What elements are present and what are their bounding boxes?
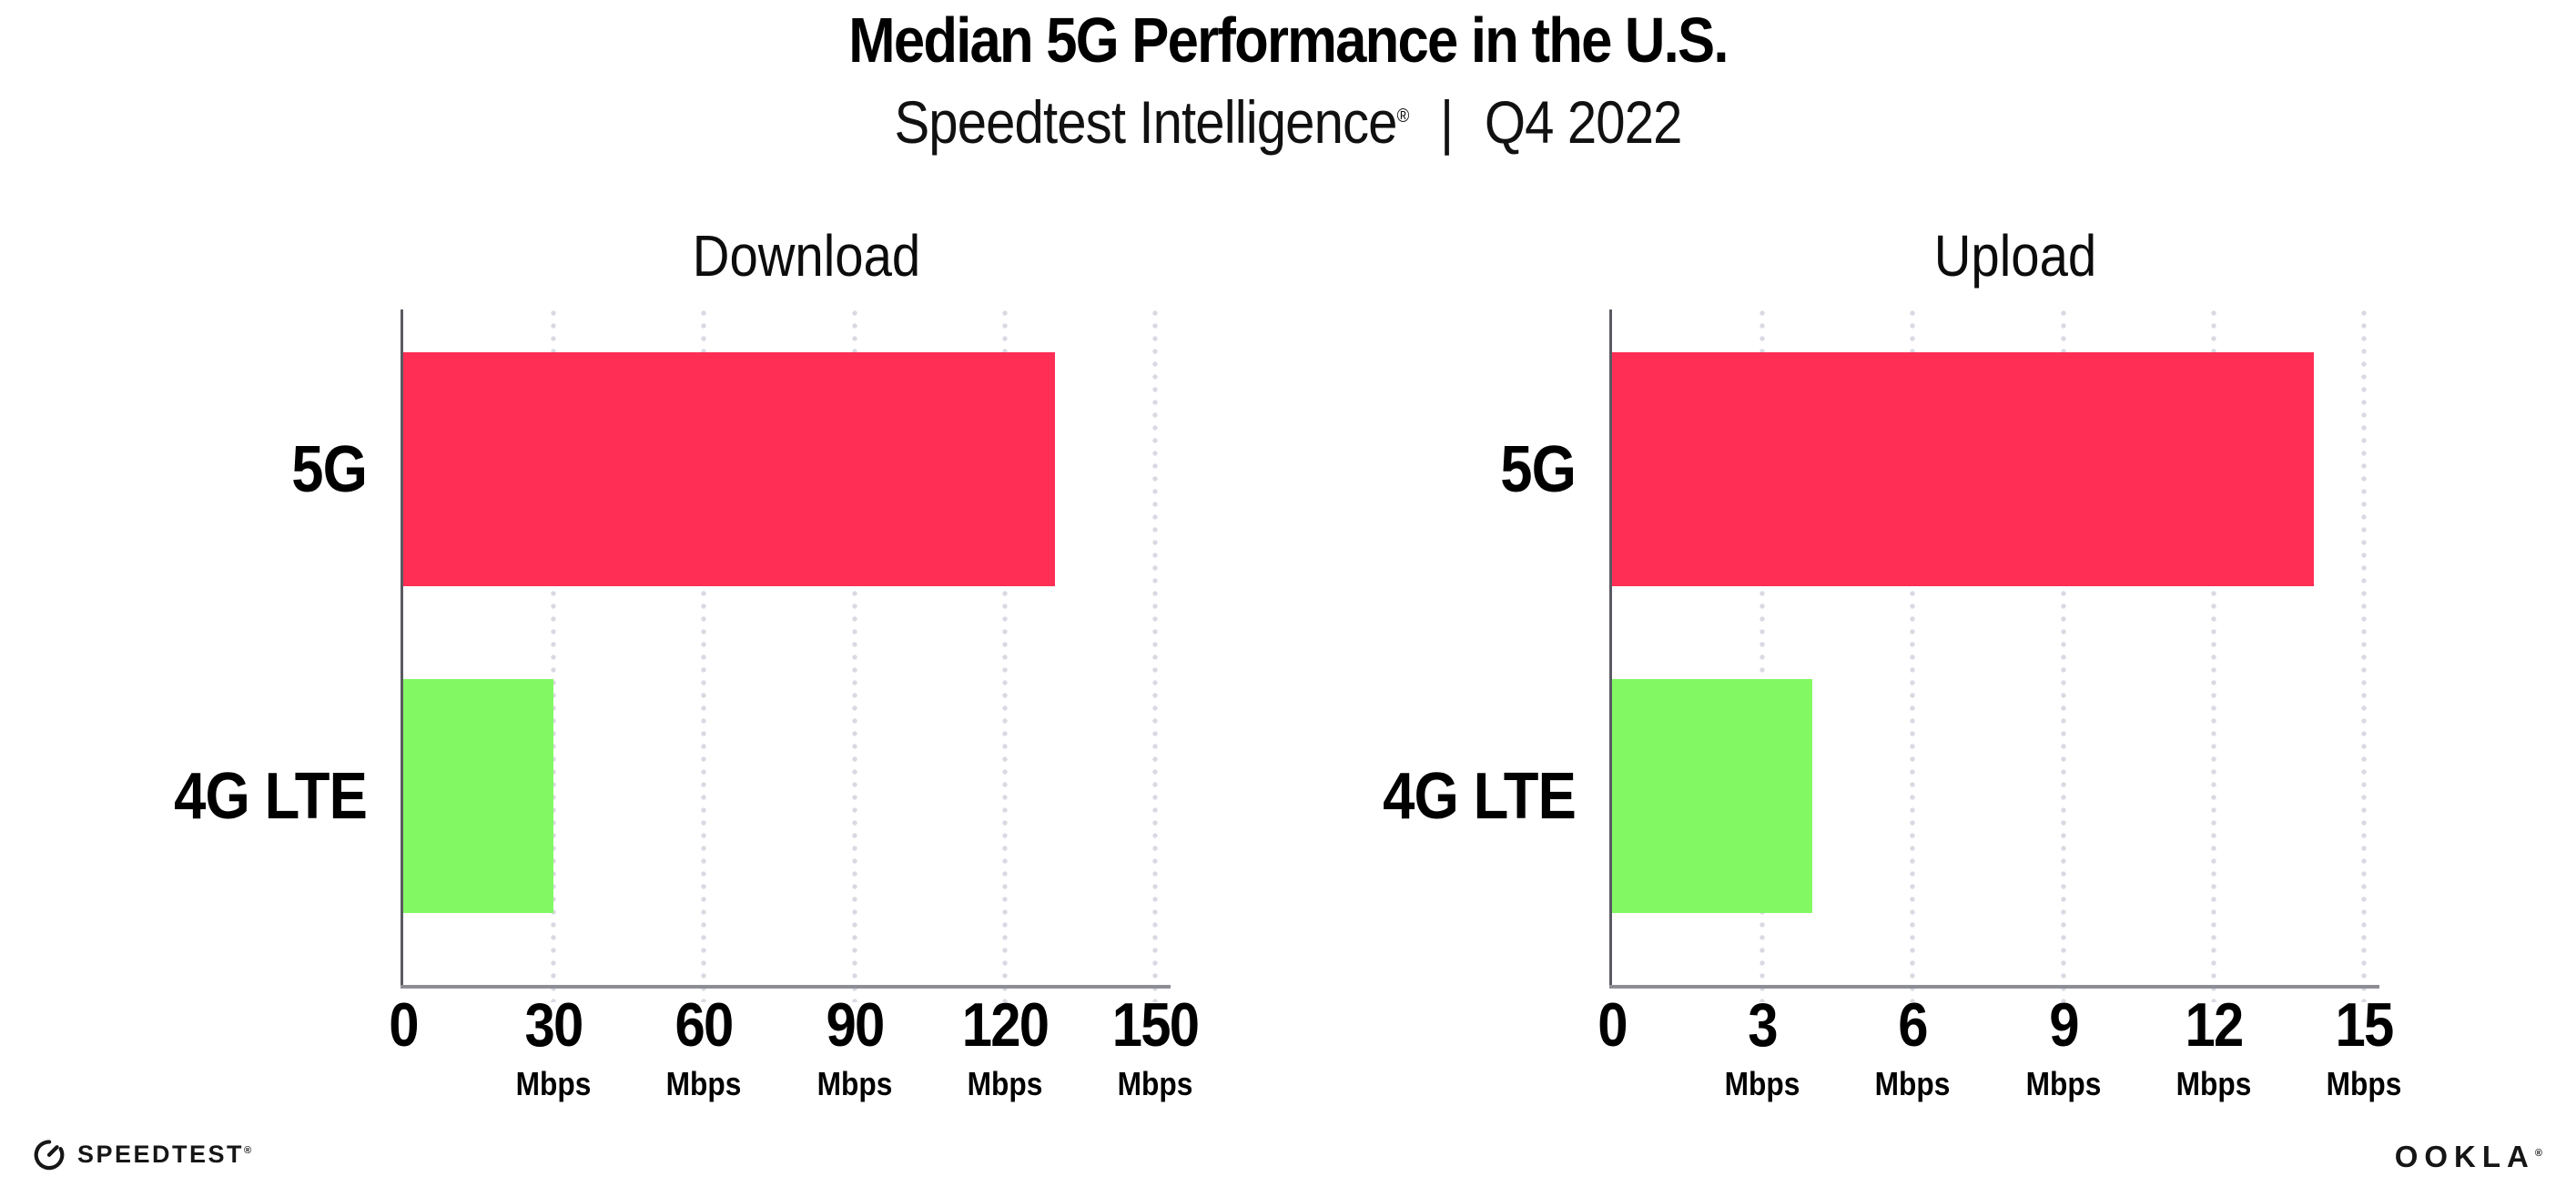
speedtest-logo: SPEEDTEST® xyxy=(31,1136,254,1172)
bar-4g-lte xyxy=(403,679,554,913)
x-axis-line xyxy=(1609,985,2379,989)
x-tick-label: 60 Mbps xyxy=(613,994,795,1103)
tick-value: 9 xyxy=(2048,990,2079,1060)
page-subtitle: Speedtest Intelligence® | Q4 2022 xyxy=(155,87,2421,157)
x-tick-label: 150 Mbps xyxy=(1064,994,1246,1103)
tick-value: 60 xyxy=(674,990,735,1060)
x-axis-line xyxy=(401,985,1171,989)
ookla-logo: OOKLA® xyxy=(2395,1140,2549,1174)
gridline xyxy=(1000,309,1009,1002)
y-axis-line xyxy=(1609,309,1612,988)
tick-unit: Mbps xyxy=(1875,1065,1951,1102)
page-title: Median 5G Performance in the U.S. xyxy=(848,5,1729,76)
ookla-wordmark: OOKLA xyxy=(2394,1140,2535,1173)
category-label-4g-lte: 4G LTE xyxy=(174,759,368,833)
x-tick-label: 6 Mbps xyxy=(1821,994,2003,1103)
bar-5g xyxy=(403,352,1055,586)
tick-unit: Mbps xyxy=(515,1065,592,1102)
tick-unit: Mbps xyxy=(1724,1065,1800,1102)
x-tick-label: 15 Mbps xyxy=(2273,994,2455,1103)
x-tick-label: 30 Mbps xyxy=(462,994,644,1103)
tick-unit: Mbps xyxy=(1117,1065,1193,1102)
x-tick-label: 12 Mbps xyxy=(2123,994,2305,1103)
tick-value: 90 xyxy=(826,990,885,1060)
ookla-registered-mark: ® xyxy=(2534,1148,2549,1159)
x-tick-label: 3 Mbps xyxy=(1671,994,1853,1103)
gridline xyxy=(850,309,858,1002)
tick-value: 0 xyxy=(1597,990,1628,1060)
speedtest-registered-mark: ® xyxy=(244,1144,254,1156)
x-tick-label: 9 Mbps xyxy=(1973,994,2155,1103)
x-tick-label: 0 xyxy=(312,994,494,1056)
speedtest-wordmark: SPEEDTEST® xyxy=(77,1140,254,1168)
speedtest-gauge-icon xyxy=(31,1136,67,1172)
gridline xyxy=(550,309,558,1002)
tick-value: 12 xyxy=(2185,990,2244,1060)
tick-value: 15 xyxy=(2335,990,2394,1060)
tick-unit: Mbps xyxy=(2175,1065,2252,1102)
category-label-4g-lte: 4G LTE xyxy=(1383,759,1577,833)
bar-4g-lte xyxy=(1612,679,1813,913)
tick-unit: Mbps xyxy=(666,1065,742,1102)
x-tick-label: 90 Mbps xyxy=(764,994,946,1103)
tick-value: 30 xyxy=(524,990,584,1060)
plot-area xyxy=(1609,309,2419,1002)
gridline xyxy=(700,309,708,1002)
tick-unit: Mbps xyxy=(2025,1065,2101,1102)
gridline xyxy=(2360,309,2368,1002)
y-axis-line xyxy=(401,309,403,988)
gridline xyxy=(2209,309,2217,1002)
tick-value: 150 xyxy=(1111,990,1200,1060)
chart-title: Upload xyxy=(1933,223,2097,289)
chart-title: Download xyxy=(692,223,921,289)
tick-value: 120 xyxy=(961,990,1050,1060)
tick-value: 3 xyxy=(1748,990,1778,1060)
subtitle-separator: | xyxy=(1440,88,1454,156)
bar-5g xyxy=(1612,352,2314,586)
tick-unit: Mbps xyxy=(2326,1065,2402,1102)
gridline xyxy=(2059,309,2067,1002)
gridline xyxy=(1759,309,1767,1002)
gridline xyxy=(1909,309,1917,1002)
x-tick-label: 0 xyxy=(1521,994,1703,1056)
tick-value: 0 xyxy=(389,990,419,1060)
plot-area xyxy=(401,309,1210,1002)
category-label-5g: 5G xyxy=(291,432,368,506)
registered-mark: ® xyxy=(1396,106,1410,127)
gridline xyxy=(1151,309,1159,1002)
subtitle-period: Q4 2022 xyxy=(1484,88,1683,156)
tick-value: 6 xyxy=(1898,990,1929,1060)
subtitle-brand: Speedtest Intelligence xyxy=(894,88,1397,156)
x-tick-label: 120 Mbps xyxy=(914,994,1096,1103)
tick-unit: Mbps xyxy=(967,1065,1043,1102)
tick-unit: Mbps xyxy=(816,1065,892,1102)
category-label-5g: 5G xyxy=(1500,432,1577,506)
